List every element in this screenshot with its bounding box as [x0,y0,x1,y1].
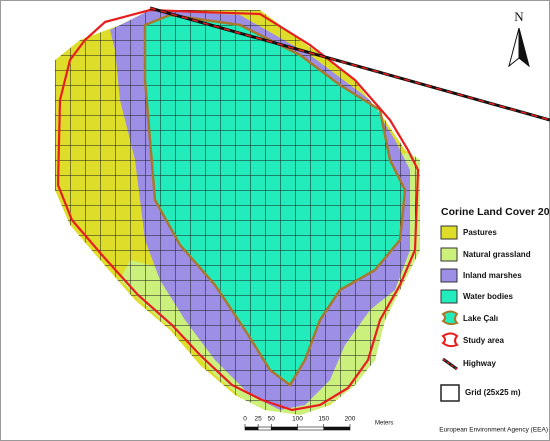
lake-outline [143,13,407,387]
legend-label: Pastures [463,228,497,237]
scale-label: 0 [243,416,247,423]
source: European Environment Agency (EEA) [439,427,548,434]
legend-swatch [440,384,460,402]
legend-label: Study area [463,336,504,345]
legend-label: Lake Çalı [463,314,498,323]
legend-swatch [440,247,458,262]
scale-label: 150 [318,416,329,423]
north-label: N [514,9,524,24]
legend-title: Corine Land Cover 2018 [441,206,550,218]
legend-swatch [440,289,458,304]
legend-label: Inland marshes [463,271,522,280]
scale-segment [323,426,351,431]
highway [149,6,550,122]
scale-segment [244,426,259,431]
legend-swatch [440,268,458,283]
legend-swatch [440,225,458,240]
legend-swatch [441,332,459,348]
scale-segment [270,426,298,431]
legend-swatch [442,358,458,370]
legend-label: Grid (25x25 m) [465,388,521,397]
legend-label: Natural grassland [463,250,531,259]
scale-unit: Meters [375,421,393,427]
scale-segment [257,426,272,431]
legend: Pastures Natural grassland Inland marshes W… [440,225,531,402]
north-arrow: N [508,9,530,68]
scale-label: 50 [268,416,276,423]
scale-segment [297,426,325,431]
scale-label: 25 [255,416,263,423]
scale-bar: 0 25 50 100 150 200 Meters [243,416,393,431]
scale-label: 100 [292,416,303,423]
legend-swatch [441,310,459,326]
study-area-outline [56,8,420,412]
legend-label: Water bodies [463,292,513,301]
scale-label: 200 [345,416,356,423]
legend-label: Highway [463,359,496,368]
